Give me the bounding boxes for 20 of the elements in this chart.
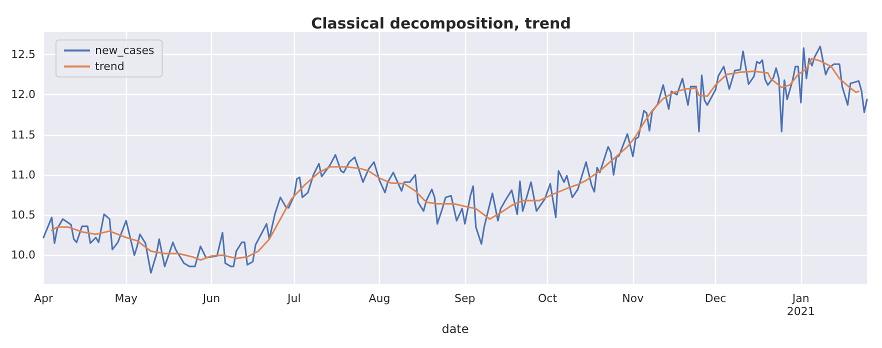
y-tick-label: 11.5	[10, 128, 36, 142]
y-tick-label: 12.0	[10, 88, 36, 102]
x-tick-label: Sep	[454, 292, 476, 306]
x-tick-label: Dec	[704, 292, 726, 306]
x-tick-label: May	[114, 292, 138, 306]
chart-title: Classical decomposition, trend	[311, 14, 571, 32]
y-tick-label: 10.5	[10, 208, 36, 222]
x-tick-label: Jul	[286, 292, 301, 306]
y-tick-label: 12.5	[10, 48, 36, 61]
x-tick-label: Aug	[368, 292, 390, 306]
legend-label: new_cases	[95, 44, 155, 57]
x-tick-label: Apr	[34, 292, 54, 306]
x-tick-label: Nov	[622, 292, 644, 306]
x-tick-label: Jun	[202, 292, 220, 306]
x-axis-title: date	[442, 322, 469, 336]
y-tick-label: 10.0	[10, 248, 36, 262]
y-tick-label: 11.0	[10, 168, 36, 182]
x-tick-label: Jan 2021	[786, 292, 815, 318]
legend-label: trend	[95, 60, 124, 73]
x-tick-label: Oct	[538, 292, 558, 306]
